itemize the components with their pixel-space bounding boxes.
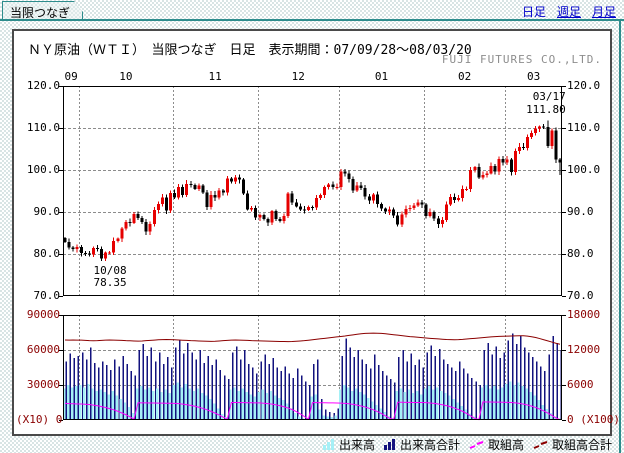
- volume-chart: [59, 315, 566, 421]
- volume-ytick-right: 18000: [567, 308, 601, 321]
- company-credit: FUJI FUTURES CO.,LTD.: [441, 53, 602, 66]
- top-border-line: [0, 19, 624, 21]
- navy-bars-icon: [383, 439, 395, 450]
- price-ytick-right: 110.0: [567, 121, 601, 134]
- price-chart-canvas: [59, 86, 566, 297]
- chart-legend: 出来高 出来高合計 取組高 取組高合計: [322, 436, 612, 453]
- legend-item-open-interest: 取組高: [469, 436, 524, 453]
- volume-ytick-right: 12000: [567, 343, 601, 356]
- month-label: 11: [208, 70, 222, 83]
- price-ytick-left: 110.0: [26, 121, 60, 134]
- nav-weekly-link[interactable]: 週足: [556, 5, 581, 19]
- period-nav: 日足 週足 月足: [522, 3, 616, 20]
- darkred-line-icon: [533, 440, 548, 449]
- volume-ytick-left: 30000: [26, 378, 60, 391]
- tab-front-contract[interactable]: 当限つなぎ: [2, 1, 83, 20]
- volume-ytick-right: 6000: [567, 378, 594, 391]
- chart-title: ＮＹ原油（ＷＴＩ） 当限つなぎ 日足 表示期間：07/09/28～08/03/2…: [28, 43, 472, 58]
- magenta-line-icon: [469, 440, 484, 449]
- legend-label: 出来高合計: [399, 438, 460, 452]
- legend-item-open-interest-total: 取組高合計: [533, 436, 612, 453]
- legend-item-volume: 出来高: [322, 436, 375, 453]
- month-label: 10: [119, 70, 133, 83]
- price-ytick-left: 100.0: [26, 163, 60, 176]
- price-ytick-left: 80.0: [33, 247, 61, 260]
- price-ytick-right: 120.0: [567, 79, 601, 92]
- volume-ytick-left: 90000: [26, 308, 60, 321]
- price-chart: 10/08 78.35: [59, 86, 566, 297]
- price-ytick-right: 80.0: [567, 247, 594, 260]
- month-label: 01: [374, 70, 389, 83]
- price-ytick-right: 100.0: [567, 163, 601, 176]
- volume-ytick-left: (X10) 0: [16, 413, 63, 426]
- volume-ytick-right: 0 (X100): [567, 413, 620, 426]
- tab-front-contract-label: 当限つなぎ: [10, 6, 71, 20]
- month-label: 09: [64, 70, 78, 83]
- price-ytick-left: 120.0: [26, 79, 60, 92]
- right-border-line: [619, 19, 621, 453]
- legend-label: 取組高: [487, 438, 524, 452]
- price-ytick-right: 90.0: [567, 205, 594, 218]
- chart-panel: ＮＹ原油（ＷＴＩ） 当限つなぎ 日足 表示期間：07/09/28～08/03/2…: [12, 29, 620, 436]
- price-ytick-right: 70.0: [567, 289, 594, 302]
- legend-label: 取組高合計: [551, 438, 612, 452]
- nav-monthly-link[interactable]: 月足: [591, 5, 616, 19]
- legend-item-volume-total: 出来高合計: [383, 436, 460, 453]
- volume-chart-canvas: [59, 315, 566, 421]
- volume-ytick-left: 60000: [26, 343, 60, 356]
- price-ytick-left: 70.0: [33, 289, 61, 302]
- cyan-bars-icon: [322, 439, 334, 450]
- month-label: 03: [526, 70, 541, 83]
- nav-daily[interactable]: 日足: [521, 5, 546, 19]
- price-ytick-left: 90.0: [33, 205, 61, 218]
- legend-label: 出来高: [338, 438, 375, 452]
- month-label: 12: [291, 70, 305, 83]
- month-label: 02: [458, 70, 472, 83]
